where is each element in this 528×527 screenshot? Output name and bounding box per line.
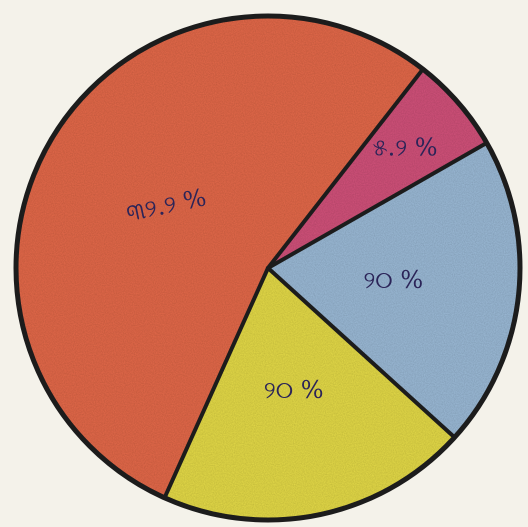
slice-divider xyxy=(266,140,489,270)
pie-slice-label-1: ୫.୨ % xyxy=(373,134,438,162)
pie-slice-label-2: ୨୦ % xyxy=(363,266,423,294)
pie-slice-label-3: ୨୦ % xyxy=(264,376,324,404)
pie-slice-3 xyxy=(164,268,455,520)
slice-divider xyxy=(266,266,457,440)
pie-slice-0 xyxy=(16,16,423,498)
pie-slice-1 xyxy=(268,69,487,268)
dividers-layer xyxy=(162,67,489,500)
slice-divider xyxy=(162,266,270,500)
slice-divider xyxy=(266,67,425,270)
slices-layer xyxy=(16,16,521,520)
pie-slice-2 xyxy=(268,142,521,438)
pie-outline xyxy=(13,13,523,523)
